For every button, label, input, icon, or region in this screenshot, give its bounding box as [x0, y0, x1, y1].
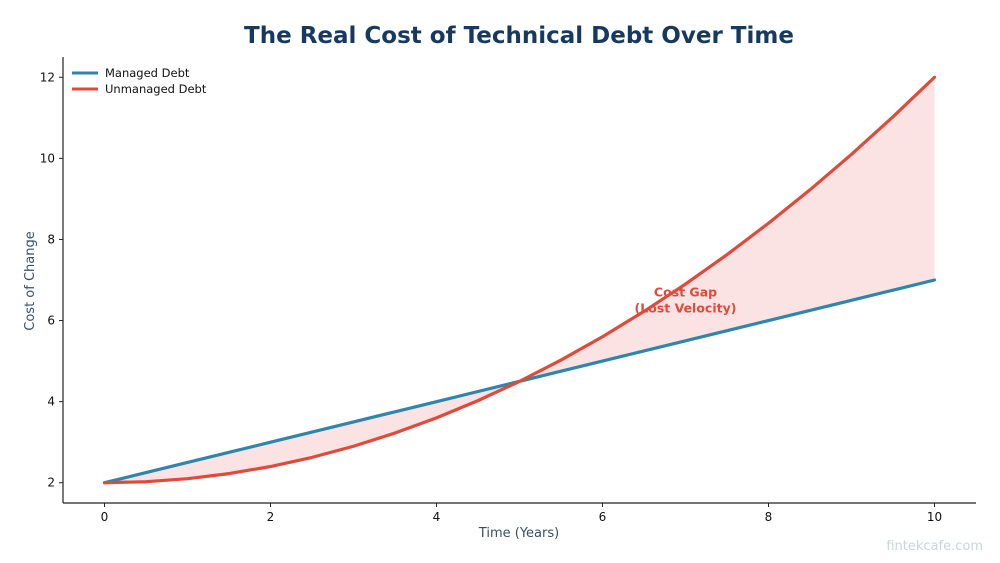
legend-label-unmanaged-debt: Unmanaged Debt	[105, 82, 207, 96]
series-lines	[102, 75, 937, 485]
tick-labels: 0 2 4 6 8 10 2 4 6 8 10 12	[40, 70, 942, 524]
x-tick-label: 4	[433, 510, 441, 524]
y-tick-label: 6	[47, 314, 55, 328]
y-tick-label: 12	[40, 70, 55, 84]
x-tick-label: 2	[267, 510, 275, 524]
watermark: fintekcafe.com	[886, 539, 983, 554]
legend: Managed Debt Unmanaged Debt	[72, 66, 207, 96]
y-tick-label: 2	[47, 476, 55, 490]
x-tick-label: 6	[599, 510, 607, 524]
y-tick-label: 10	[40, 151, 55, 165]
x-tick-label: 0	[101, 510, 109, 524]
x-axis-label: Time (Years)	[478, 526, 559, 541]
annotation-line-1: Cost Gap	[654, 284, 717, 299]
legend-label-managed-debt: Managed Debt	[105, 66, 190, 80]
series-line-unmanaged-debt	[102, 75, 937, 485]
x-tick-label: 8	[765, 510, 773, 524]
y-axis-label: Cost of Change	[23, 231, 38, 330]
annotation-line-2: (Lost Velocity)	[635, 300, 737, 315]
y-tick-label: 8	[47, 232, 55, 246]
chart-title: The Real Cost of Technical Debt Over Tim…	[244, 23, 794, 49]
x-tick-label: 10	[927, 510, 942, 524]
cost-gap-area	[104, 77, 935, 483]
axes	[62, 57, 976, 504]
cost-gap-fill	[104, 77, 935, 483]
cost-gap-annotation: Cost Gap (Lost Velocity)	[635, 284, 737, 315]
y-tick-label: 4	[47, 395, 55, 409]
